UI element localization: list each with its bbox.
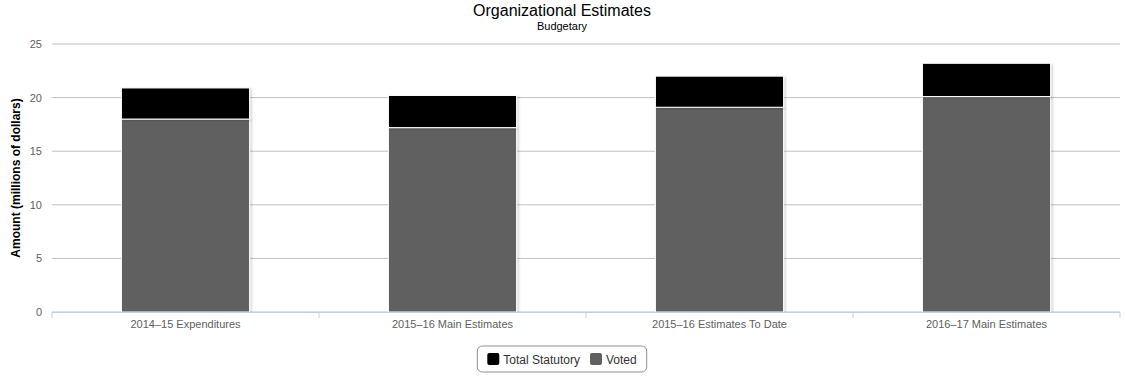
x-tick-label: 2015–16 Estimates To Date bbox=[652, 318, 787, 330]
bar bbox=[388, 95, 516, 127]
bar bbox=[922, 63, 1050, 96]
x-tick-label: 2016–17 Main Estimates bbox=[926, 318, 1048, 330]
y-axis-title: Amount (millions of dollars) bbox=[9, 98, 23, 257]
grid-line bbox=[52, 44, 1120, 45]
x-tick bbox=[52, 312, 53, 318]
legend-label: Total Statutory bbox=[503, 353, 580, 367]
x-tick-label: 2014–15 Expenditures bbox=[130, 318, 241, 330]
y-tick-label: 0 bbox=[36, 306, 42, 318]
y-tick-label: 5 bbox=[36, 252, 42, 264]
y-tick-label: 25 bbox=[30, 38, 42, 50]
subtitle: Budgetary bbox=[537, 20, 588, 32]
x-tick bbox=[853, 312, 854, 318]
bar bbox=[655, 107, 783, 312]
bar bbox=[121, 88, 249, 119]
x-tick bbox=[586, 312, 587, 318]
x-tick bbox=[319, 312, 320, 318]
bar bbox=[388, 128, 516, 312]
x-tick-label: 2015–16 Main Estimates bbox=[392, 318, 514, 330]
bar bbox=[655, 76, 783, 107]
x-tick bbox=[1120, 312, 1121, 318]
legend: Total Statutory Voted bbox=[477, 346, 646, 372]
title: Organizational Estimates bbox=[473, 2, 651, 19]
legend-label: Voted bbox=[606, 353, 637, 367]
legend-swatch bbox=[590, 353, 602, 365]
legend-box bbox=[477, 346, 646, 372]
y-tick-label: 10 bbox=[30, 199, 42, 211]
y-tick-label: 20 bbox=[30, 92, 42, 104]
bars bbox=[121, 63, 1050, 312]
bar bbox=[121, 119, 249, 312]
legend-swatch bbox=[487, 353, 499, 365]
y-tick-label: 15 bbox=[30, 145, 42, 157]
bar bbox=[922, 97, 1050, 312]
chart: Organizational EstimatesBudgetary 0 5 10 15 2… bbox=[0, 0, 1125, 378]
